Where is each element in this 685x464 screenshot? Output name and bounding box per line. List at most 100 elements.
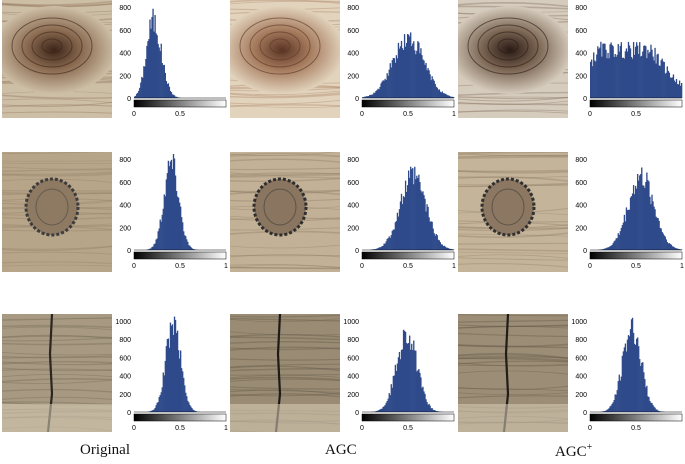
histogram-bar: [677, 248, 680, 250]
histogram-bar: [640, 365, 642, 412]
grayscale-colorbar: [361, 251, 455, 260]
texture-image-wood-crack: [230, 314, 340, 432]
y-tick-label: 400: [347, 51, 359, 58]
histogram-bar: [643, 185, 645, 250]
histogram-bar: [641, 55, 643, 98]
histogram-bar: [363, 97, 365, 98]
histogram-bar: [151, 16, 153, 98]
histogram-bar: [163, 194, 165, 250]
histogram-bar: [193, 249, 195, 250]
x-tick-label: 0: [588, 425, 592, 432]
histogram-bar: [608, 408, 610, 412]
histogram-bar: [381, 408, 383, 412]
histogram-bar: [389, 63, 391, 98]
histogram-bar: [395, 55, 398, 98]
histogram-bar: [380, 83, 382, 98]
histogram-bar: [381, 81, 383, 98]
histogram-bar: [195, 411, 197, 412]
histogram-bar: [142, 77, 144, 98]
histogram-bar: [134, 96, 136, 98]
histogram-bar: [159, 395, 161, 412]
histogram-bar: [673, 247, 676, 250]
histogram-bar: [605, 49, 607, 98]
histogram-bar: [621, 225, 624, 250]
histogram-bar: [647, 396, 649, 412]
histogram-bar: [663, 235, 665, 250]
histogram-bar: [659, 65, 661, 98]
histogram-bar: [623, 58, 626, 98]
histogram-bar: [436, 87, 438, 98]
histogram-bar: [426, 402, 428, 412]
histogram-bar: [374, 249, 376, 250]
histogram-bar: [409, 335, 411, 412]
y-tick-label: 200: [119, 225, 131, 232]
histogram-bar: [375, 90, 377, 98]
y-tick-label: 600: [119, 180, 131, 187]
histogram-bar: [632, 41, 635, 98]
histogram-bar: [163, 64, 165, 98]
histogram-bar: [638, 346, 640, 412]
histogram-bar: [402, 196, 405, 250]
histogram-bar: [394, 62, 397, 98]
histogram-bar: [158, 47, 160, 98]
histogram-bar: [424, 198, 426, 250]
y-tick-label: 0: [355, 248, 359, 255]
column-label-original: Original: [80, 442, 130, 459]
histogram-bar: [193, 410, 195, 412]
histogram-bar: [675, 248, 678, 250]
histogram-bar: [595, 61, 597, 98]
histogram-bar: [662, 233, 664, 250]
histogram-bar: [159, 50, 161, 98]
histogram-bar: [150, 410, 152, 412]
histogram-bar: [422, 191, 424, 250]
histogram-bar: [613, 56, 615, 98]
histogram-bar: [624, 343, 627, 412]
x-tick-label: 0.5: [175, 263, 185, 270]
histogram-bar: [174, 175, 177, 250]
histogram-bar: [592, 66, 594, 98]
histogram-bar: [150, 248, 152, 250]
histogram-bar: [402, 49, 405, 98]
histogram-bar: [437, 411, 439, 412]
histogram-bar: [395, 221, 398, 250]
histogram-bar: [177, 197, 180, 250]
histogram-bar: [644, 45, 646, 98]
y-tick-label: 600: [119, 28, 131, 35]
histogram-bar: [659, 227, 661, 250]
histogram-bar: [651, 403, 653, 412]
histogram-bar: [648, 397, 650, 412]
y-tick-label: 600: [347, 355, 359, 362]
grayscale-colorbar: [133, 413, 227, 422]
histogram-bar: [434, 235, 436, 250]
histogram-bar: [594, 60, 596, 98]
histogram-bar: [382, 80, 384, 98]
y-tick-label: 0: [355, 96, 359, 103]
texture-image-wood-knot-round: [458, 152, 568, 272]
histogram-bar: [652, 201, 654, 250]
histogram-bar: [613, 400, 615, 412]
histogram-bar: [167, 83, 170, 98]
histogram-bar: [436, 235, 438, 250]
histogram-bar: [400, 349, 403, 412]
histogram-bar: [642, 51, 644, 98]
histogram-bar: [157, 231, 159, 250]
histogram-bar: [173, 95, 176, 98]
histogram-bar: [153, 31, 155, 98]
histogram-bar: [171, 324, 174, 412]
histogram-bar: [630, 196, 633, 250]
histogram-bar: [162, 208, 164, 250]
histogram-bar: [598, 48, 600, 98]
histogram-bar: [647, 180, 649, 250]
histogram-bar: [192, 248, 194, 250]
histogram-bar: [667, 70, 670, 98]
histogram-bar: [389, 237, 391, 250]
histogram-bar: [435, 233, 437, 250]
histogram-bar: [655, 409, 657, 412]
histogram-bar: [620, 42, 622, 98]
histogram-bar: [165, 80, 168, 98]
histogram-bar: [406, 343, 409, 412]
column-label-text: AGC: [555, 444, 587, 460]
histogram-bar: [447, 95, 450, 98]
texture-image-wood-knot-dark: [230, 0, 340, 118]
histogram-bar: [447, 248, 450, 250]
